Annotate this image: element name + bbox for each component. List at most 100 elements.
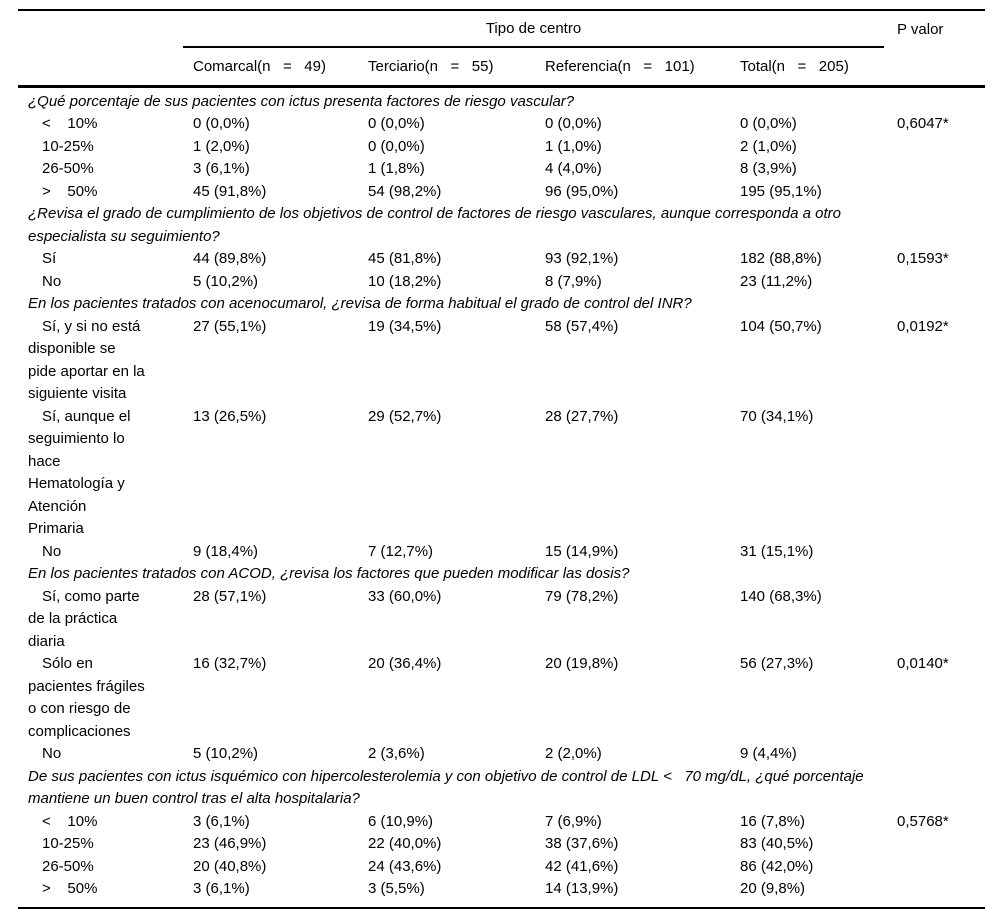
statistics-table: Tipo de centro P valor Comarcal(n = 49) … <box>18 9 985 909</box>
cell-total: 9 (4,4%) <box>740 745 797 762</box>
row-label: No <box>42 745 62 762</box>
cell-total: 31 (15,1%) <box>740 542 814 560</box>
cell-referencia: 20 (19,8%) <box>545 655 619 672</box>
cell-comarcal: 0 (0,0%) <box>193 115 250 132</box>
cell-total: 182 (88,8%) <box>740 250 822 267</box>
column-group-header: Tipo de centro <box>183 11 884 48</box>
cell-terciario: 45 (81,8%) <box>368 250 442 267</box>
cell-p-value <box>897 158 985 181</box>
table-row: > 50% 45 (91,8%) 54 (98,2%) 96 (95,0%) 1… <box>18 181 985 204</box>
row-label: > 50% <box>42 182 98 200</box>
row-label: Sí, como parte de la práctica diaria <box>28 587 140 650</box>
cell-comarcal: 3 (6,1%) <box>193 812 250 830</box>
row-label: 10-25% <box>42 137 94 155</box>
p-value-header: P valor <box>897 21 944 38</box>
cell-referencia: 8 (7,9%) <box>545 272 602 290</box>
cell-p-value <box>897 406 985 541</box>
table-header: Tipo de centro P valor Comarcal(n = 49) … <box>18 11 985 88</box>
cell-terciario: 54 (98,2%) <box>368 182 442 200</box>
section-question: ¿Qué porcentaje de sus pacientes con ict… <box>28 92 575 110</box>
row-label: Sólo en pacientes frágiles o con riesgo … <box>28 655 145 740</box>
section-question: En los pacientes tratados con ACOD, ¿rev… <box>28 565 630 582</box>
table-row: > 50% 3 (6,1%) 3 (5,5%) 14 (13,9%) 20 (9… <box>18 878 985 901</box>
cell-referencia: 14 (13,9%) <box>545 880 619 897</box>
cell-total: 70 (34,1%) <box>740 407 814 425</box>
cell-total: 195 (95,1%) <box>740 182 822 200</box>
table-row: Sí, aunque el seguimiento lo hace Hemato… <box>18 406 985 541</box>
cell-terciario: 6 (10,9%) <box>368 812 434 830</box>
table-body: ¿Qué porcentaje de sus pacientes con ict… <box>18 88 985 909</box>
table-row: 26-50% 3 (6,1%) 1 (1,8%) 4 (4,0%) 8 (3,9… <box>18 158 985 181</box>
cell-p-value <box>897 181 985 204</box>
table-row: Sí, como parte de la práctica diaria 28 … <box>18 586 985 654</box>
cell-terciario: 33 (60,0%) <box>368 587 442 605</box>
cell-total: 20 (9,8%) <box>740 880 806 897</box>
cell-terciario: 0 (0,0%) <box>368 137 425 155</box>
cell-terciario: 20 (36,4%) <box>368 655 442 672</box>
cell-total: 0 (0,0%) <box>740 115 797 132</box>
cell-referencia: 38 (37,6%) <box>545 835 619 852</box>
cell-referencia: 15 (14,9%) <box>545 542 619 560</box>
cell-referencia: 4 (4,0%) <box>545 160 602 177</box>
column-header-terciario: Terciario(n = 55) <box>368 58 494 75</box>
table-row: Sólo en pacientes frágiles o con riesgo … <box>18 653 985 743</box>
row-label: No <box>42 542 62 560</box>
column-header-referencia: Referencia(n = 101) <box>545 58 695 75</box>
table-row: Sí, y si no está disponible se pide apor… <box>18 316 985 406</box>
row-label: Sí <box>42 250 57 267</box>
cell-total: 104 (50,7%) <box>740 317 822 335</box>
cell-comarcal: 3 (6,1%) <box>193 880 250 897</box>
section-question: En los pacientes tratados con acenocumar… <box>28 295 692 312</box>
cell-total: 8 (3,9%) <box>740 160 797 177</box>
cell-p-value <box>897 833 985 856</box>
cell-referencia: 28 (27,7%) <box>545 407 619 425</box>
column-header-total: Total(n = 205) <box>740 58 849 75</box>
cell-comarcal: 1 (2,0%) <box>193 137 250 155</box>
cell-referencia: 42 (41,6%) <box>545 857 619 875</box>
cell-p-value: 0,0192* <box>897 317 949 335</box>
cell-total: 140 (68,3%) <box>740 587 822 605</box>
cell-terciario: 1 (1,8%) <box>368 160 425 177</box>
cell-total: 56 (27,3%) <box>740 655 814 672</box>
table-row: Sí 44 (89,8%) 45 (81,8%) 93 (92,1%) 182 … <box>18 248 985 271</box>
table-row: 10-25% 1 (2,0%) 0 (0,0%) 1 (1,0%) 2 (1,0… <box>18 136 985 159</box>
row-label: 10-25% <box>42 835 94 852</box>
table-row: 26-50% 20 (40,8%) 24 (43,6%) 42 (41,6%) … <box>18 856 985 879</box>
cell-total: 23 (11,2%) <box>740 272 813 290</box>
cell-total: 2 (1,0%) <box>740 137 797 155</box>
cell-p-value <box>897 743 985 766</box>
cell-terciario: 24 (43,6%) <box>368 857 442 875</box>
header-spacer <box>18 56 193 79</box>
row-label: 26-50% <box>42 857 94 875</box>
cell-p-value <box>897 586 985 654</box>
cell-p-value <box>897 856 985 879</box>
cell-terciario: 29 (52,7%) <box>368 407 442 425</box>
column-header-comarcal: Comarcal(n = 49) <box>193 58 326 75</box>
header-spacer <box>18 11 183 48</box>
cell-terciario: 19 (34,5%) <box>368 317 442 335</box>
cell-comarcal: 5 (10,2%) <box>193 272 259 290</box>
cell-terciario: 10 (18,2%) <box>368 272 442 290</box>
header-spacer <box>897 56 985 79</box>
cell-comarcal: 23 (46,9%) <box>193 835 267 852</box>
cell-referencia: 79 (78,2%) <box>545 587 619 605</box>
cell-p-value <box>897 541 985 564</box>
row-label: No <box>42 272 62 290</box>
cell-referencia: 96 (95,0%) <box>545 182 619 200</box>
cell-p-value <box>897 136 985 159</box>
cell-terciario: 2 (3,6%) <box>368 745 425 762</box>
table-row: No 5 (10,2%) 2 (3,6%) 2 (2,0%) 9 (4,4%) <box>18 743 985 766</box>
cell-referencia: 7 (6,9%) <box>545 812 602 830</box>
cell-referencia: 0 (0,0%) <box>545 115 602 132</box>
row-label: Sí, y si no está disponible se pide apor… <box>28 317 145 403</box>
cell-p-value: 0,6047* <box>897 115 949 132</box>
cell-referencia: 58 (57,4%) <box>545 317 619 335</box>
column-header-row: Comarcal(n = 49) Terciario(n = 55) Refer… <box>18 48 985 85</box>
cell-p-value <box>897 878 985 901</box>
cell-comarcal: 16 (32,7%) <box>193 655 267 672</box>
cell-comarcal: 9 (18,4%) <box>193 542 259 560</box>
cell-referencia: 1 (1,0%) <box>545 137 602 155</box>
cell-comarcal: 44 (89,8%) <box>193 250 267 267</box>
table-row: No 9 (18,4%) 7 (12,7%) 15 (14,9%) 31 (15… <box>18 541 985 564</box>
cell-comarcal: 20 (40,8%) <box>193 857 267 875</box>
